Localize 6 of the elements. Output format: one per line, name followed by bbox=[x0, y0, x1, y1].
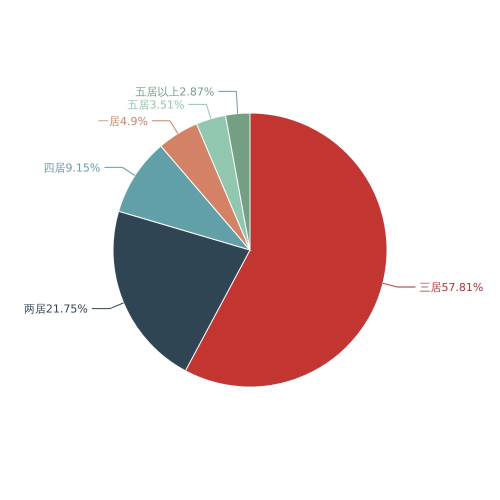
slice-label: 一居4.9% bbox=[98, 114, 148, 128]
slice-label: 两居21.75% bbox=[24, 302, 88, 316]
slice-label: 五居以上2.87% bbox=[135, 85, 214, 98]
slice-label: 五居3.51% bbox=[127, 98, 184, 112]
slice-label: 三居57.81% bbox=[419, 280, 484, 294]
slice-label: 四居9.15% bbox=[43, 161, 100, 174]
